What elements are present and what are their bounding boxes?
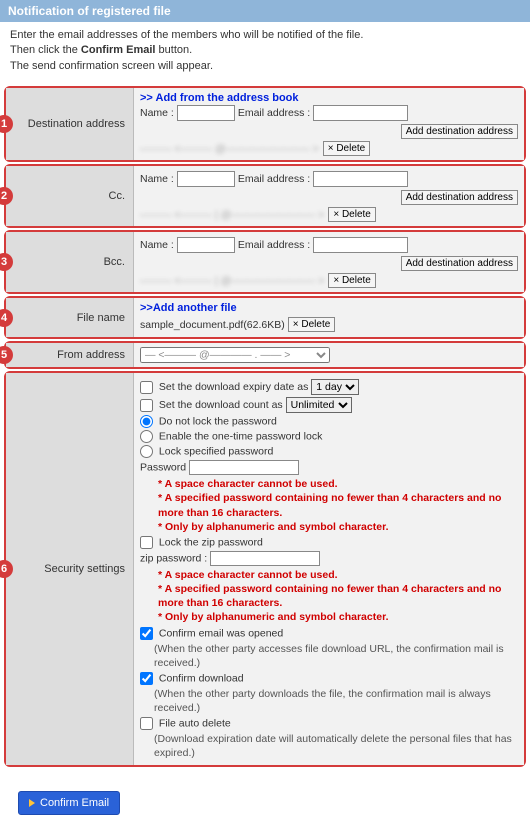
play-icon [29, 799, 35, 807]
cc-name-input[interactable] [177, 171, 235, 187]
lockspec-label: Lock specified password [159, 445, 273, 457]
password-label: Password [140, 462, 186, 474]
email-label: Email address : [238, 107, 310, 119]
confirm-dl-label: Confirm download [159, 672, 244, 684]
add-destination-button[interactable]: Add destination address [401, 124, 518, 139]
expiry-checkbox[interactable] [140, 381, 153, 394]
lockspec-radio[interactable] [140, 445, 153, 458]
page-header: Notification of registered file [0, 0, 530, 22]
name-label: Name : [140, 107, 174, 119]
confirm-dl-note: (When the other party downloads the file… [154, 687, 518, 715]
onetime-radio[interactable] [140, 430, 153, 443]
onetime-label: Enable the one-time password lock [159, 430, 322, 442]
zip-warn3: * Only by alphanumeric and symbol charac… [158, 610, 518, 624]
section-destination: 1 Destination address >> Add from the ad… [4, 86, 526, 162]
intro-line2-bold: Confirm Email [81, 44, 156, 56]
cc-delete-button[interactable]: × Delete [328, 207, 376, 222]
bcc-name-input[interactable] [177, 237, 235, 253]
auto-del-checkbox[interactable] [140, 717, 153, 730]
section-security: 6 Security settings Set the download exp… [4, 371, 526, 766]
zip-warn2: * A specified password containing no few… [158, 582, 518, 610]
add-cc-button[interactable]: Add destination address [401, 190, 518, 205]
bcc-entry-text: ——— <——— | @———————— > [140, 275, 324, 287]
pw-warn3: * Only by alphanumeric and symbol charac… [158, 520, 518, 534]
intro-line2-post: button. [156, 44, 193, 56]
section-from: 5 From address — <——— @———— . —— > [4, 341, 526, 369]
label-destination: Destination address [6, 88, 134, 160]
auto-del-label: File auto delete [159, 718, 231, 730]
section-filename: 4 File name >>Add another file sample_do… [4, 296, 526, 339]
cc-email-input[interactable] [313, 171, 408, 187]
add-from-address-book-link[interactable]: >> Add from the address book [140, 92, 299, 104]
email-label: Email address : [238, 239, 310, 251]
pw-warn2: * A specified password containing no few… [158, 491, 518, 519]
expiry-label: Set the download expiry date as [159, 381, 308, 393]
password-input[interactable] [189, 460, 299, 475]
label-from: From address [6, 343, 134, 367]
from-address-select[interactable]: — <——— @———— . —— > [140, 347, 330, 363]
dest-delete-button[interactable]: × Delete [323, 141, 371, 156]
label-cc: Cc. [6, 166, 134, 226]
expiry-select[interactable]: 1 day [311, 379, 359, 395]
confirm-dl-checkbox[interactable] [140, 672, 153, 685]
auto-del-note: (Download expiration date will automatic… [154, 732, 518, 760]
intro-line2-pre: Then click the [10, 44, 81, 56]
count-label: Set the download count as [159, 399, 283, 411]
intro-line3: The send confirmation screen will appear… [10, 60, 213, 72]
bcc-email-input[interactable] [313, 237, 408, 253]
dest-email-input[interactable] [313, 105, 408, 121]
zip-warn1: * A space character cannot be used. [158, 568, 518, 582]
nolock-radio[interactable] [140, 415, 153, 428]
label-security: Security settings [6, 373, 134, 764]
name-label: Name : [140, 173, 174, 185]
confirm-open-checkbox[interactable] [140, 627, 153, 640]
label-bcc: Bcc. [6, 232, 134, 292]
count-select[interactable]: Unlimited [286, 397, 352, 413]
count-checkbox[interactable] [140, 399, 153, 412]
confirm-open-label: Confirm email was opened [159, 627, 283, 639]
nolock-label: Do not lock the password [159, 415, 277, 427]
zip-pw-label: zip password : [140, 552, 207, 564]
file-delete-button[interactable]: × Delete [288, 317, 336, 332]
pw-warn1: * A space character cannot be used. [158, 477, 518, 491]
name-label: Name : [140, 239, 174, 251]
confirm-open-note: (When the other party accesses file down… [154, 642, 518, 670]
intro-text: Enter the email addresses of the members… [0, 22, 530, 84]
dest-name-input[interactable] [177, 105, 235, 121]
dest-entry-text: ——— <——— @———————— > [140, 143, 319, 155]
file-entry: sample_document.pdf(62.6KB) [140, 319, 285, 331]
zip-password-input[interactable] [210, 551, 320, 566]
confirm-email-button[interactable]: Confirm Email [18, 791, 120, 815]
cc-entry-text: ——— <——— | @———————— > [140, 209, 324, 221]
lockzip-label: Lock the zip password [159, 536, 263, 548]
lockzip-checkbox[interactable] [140, 536, 153, 549]
section-bcc: 3 Bcc. Name : Email address : Add destin… [4, 230, 526, 294]
bcc-delete-button[interactable]: × Delete [328, 273, 376, 288]
intro-line1: Enter the email addresses of the members… [10, 29, 363, 41]
email-label: Email address : [238, 173, 310, 185]
section-cc: 2 Cc. Name : Email address : Add destina… [4, 164, 526, 228]
confirm-email-label: Confirm Email [40, 797, 109, 809]
add-another-file-link[interactable]: >>Add another file [140, 302, 237, 314]
label-filename: File name [6, 298, 134, 337]
add-bcc-button[interactable]: Add destination address [401, 256, 518, 271]
